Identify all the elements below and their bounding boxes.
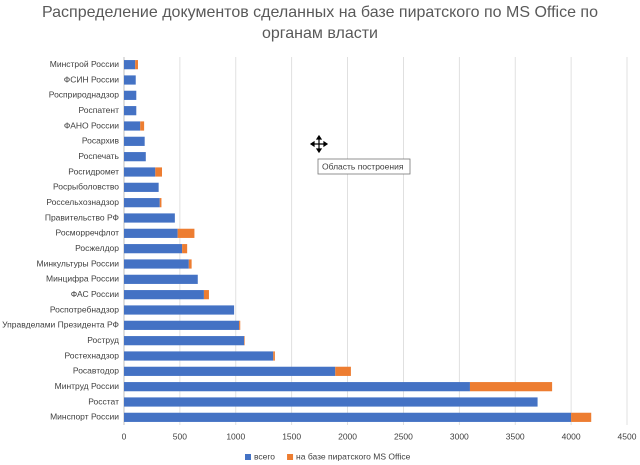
bar [124,182,159,192]
bar [273,351,275,361]
bar [124,106,137,116]
bar [140,121,145,131]
bar [188,259,192,269]
x-tick-label: 3500 [506,431,525,441]
y-tick-label: Россельхознадзор [46,197,119,207]
bar [124,259,189,269]
x-tick-label: 1000 [226,431,245,441]
y-tick-label: Росжелдор [75,243,119,253]
y-tick-label: Росстат [88,396,119,406]
bar [335,366,351,376]
y-tick-label: Росгидромет [68,166,119,176]
bar [124,228,178,238]
bar [124,152,146,162]
bar [124,305,235,315]
y-tick-label: Роструд [87,335,119,345]
bar [124,397,538,407]
x-tick-label: 2500 [394,431,413,441]
y-tick-label: Роспечать [78,151,119,161]
y-tick-label: Минкультуры России [37,258,120,268]
y-tick-label: ФСИН России [64,74,119,84]
bar [124,320,240,330]
bar [124,213,175,223]
bar [177,228,195,238]
bar [244,336,245,346]
bar [159,198,162,208]
y-tick-label: Росморречфлот [56,228,120,238]
bar [124,121,141,131]
bar [124,336,245,346]
bar [124,274,198,284]
legend-swatch [245,454,251,460]
bar [124,382,470,392]
y-tick-label: Росприроднадзор [49,90,119,100]
y-tick-label: Роспатент [78,105,119,115]
x-tick-label: 1500 [282,431,301,441]
bar [135,60,138,70]
y-tick-label: Росрыболовство [53,182,119,192]
y-tick-label: Минстрой России [50,59,120,69]
y-tick-label: Росавтодор [73,366,119,376]
bar [124,366,336,376]
bar [124,90,137,100]
tooltip: Область построения [317,158,411,175]
y-tick-label: Минтруд России [55,381,120,391]
legend-swatch [287,454,294,460]
x-tick-label: 4500 [618,431,637,441]
bar [239,320,241,330]
y-tick-label: Минцифра России [46,274,119,284]
tooltip-box [317,158,411,175]
x-tick-label: 2000 [338,431,357,441]
bar [571,412,592,422]
bar [469,382,553,392]
legend-label: на базе пиратского MS Office [296,451,411,461]
y-tick-label: Росархив [82,136,120,146]
y-tick-label: Управделами Президента РФ [2,320,119,330]
x-tick-label: 0 [122,431,127,441]
x-tick-label: 4000 [562,431,581,441]
tooltip-text: Область построения [322,161,404,171]
bar [155,167,163,177]
y-tick-label: ФАНО России [64,120,119,130]
x-tick-label: 3000 [450,431,469,441]
bar [182,244,188,254]
y-tick-label: ФАС России [71,289,120,299]
legend-label: всего [254,451,275,461]
y-tick-label: Ростехнадзор [65,350,120,360]
chart-title: Распределение документов сделанных на ба… [42,4,598,42]
bar [124,60,136,70]
y-tick-label: Роспотребнадзор [50,304,119,314]
bar [124,167,156,177]
y-tick-label: Минспорт России [50,412,119,422]
x-tick-label: 500 [173,431,187,441]
bar [124,198,160,208]
bar [203,290,209,300]
bar [124,244,183,254]
bar [124,290,204,300]
bar [124,136,145,146]
cursor-icon [309,134,329,154]
bar [124,351,274,361]
bar [124,75,136,85]
y-tick-label: Правительство РФ [45,212,119,222]
bar [124,412,572,422]
